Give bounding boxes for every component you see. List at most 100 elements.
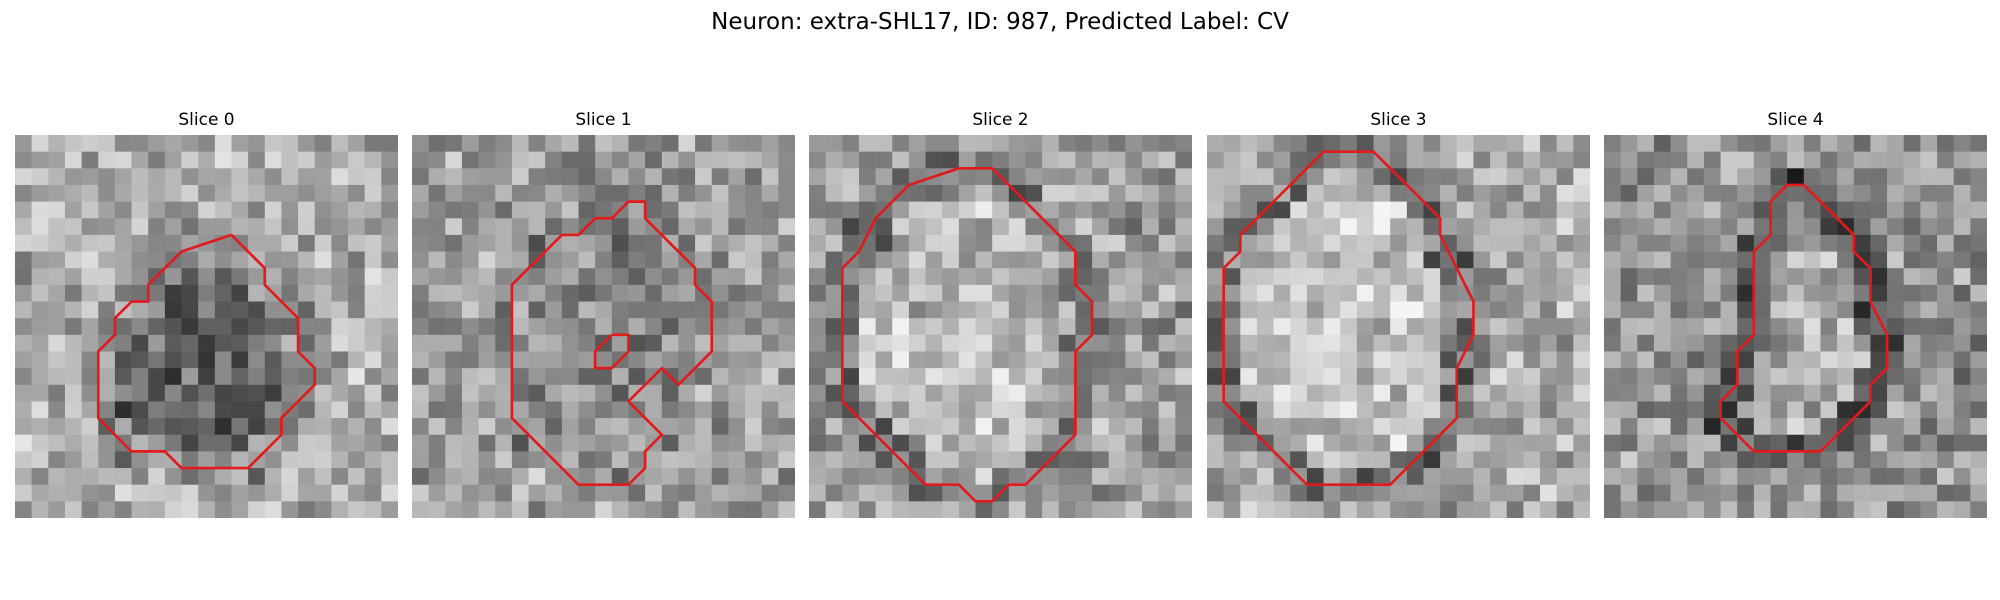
image-pixel [1175,151,1192,169]
image-pixel [114,201,132,219]
image-pixel [1787,234,1805,252]
image-pixel [1903,234,1921,252]
image-pixel [858,284,876,302]
image-pixel [1770,301,1788,319]
image-pixel [1207,368,1224,386]
image-pixel [678,418,696,436]
image-pixel [181,368,199,386]
image-pixel [1653,501,1671,518]
image-pixel [561,184,579,202]
image-pixel [248,151,266,169]
image-pixel [1142,418,1160,436]
image-pixel [1720,184,1738,202]
image-pixel [1506,284,1524,302]
image-pixel [1290,268,1308,286]
image-pixel [511,284,529,302]
image-pixel [48,484,66,502]
image-pixel [908,301,926,319]
image-pixel [1970,334,1987,352]
image-pixel [1340,434,1358,452]
image-pixel [98,351,116,369]
image-pixel [1092,468,1110,486]
image-pixel [248,218,266,236]
image-pixel [992,468,1010,486]
image-pixel [1042,368,1060,386]
image-pixel [1373,384,1391,402]
image-pixel [942,234,960,252]
image-pixel [131,501,149,518]
image-pixel [1058,401,1076,419]
image-pixel [1008,168,1026,186]
image-pixel [761,451,779,469]
image-pixel [1506,401,1524,419]
image-pixel [1753,184,1771,202]
image-pixel [1356,368,1374,386]
image-pixel [1820,318,1838,336]
image-pixel [1523,284,1541,302]
image-pixel [1753,301,1771,319]
image-pixel [628,184,646,202]
image-pixel [1256,184,1274,202]
image-pixel [528,318,546,336]
image-pixel [1604,301,1621,319]
image-pixel [1058,284,1076,302]
image-pixel [1903,368,1921,386]
image-pixel [1158,434,1176,452]
image-pixel [1506,168,1524,186]
image-pixel [908,418,926,436]
image-pixel [1490,351,1508,369]
image-pixel [478,434,496,452]
image-pixel [561,418,579,436]
image-pixel [1008,284,1026,302]
image-pixel [298,168,316,186]
image-pixel [942,184,960,202]
image-pixel [1787,151,1805,169]
image-pixel [1556,168,1574,186]
image-pixel [461,168,479,186]
image-pixel [181,168,199,186]
image-pixel [1256,468,1274,486]
image-pixel [412,501,429,518]
image-pixel [298,501,316,518]
image-pixel [264,418,282,436]
image-pixel [1256,234,1274,252]
image-pixel [561,334,579,352]
image-pixel [528,135,546,152]
image-pixel [1903,151,1921,169]
image-pixel [1720,501,1738,518]
image-pixel [1703,268,1721,286]
image-pixel [695,484,713,502]
image-pixel [1175,451,1192,469]
image-pixel [1440,151,1458,169]
image-pixel [1703,318,1721,336]
image-pixel [925,135,943,152]
image-pixel [1075,384,1093,402]
image-pixel [1340,151,1358,169]
image-pixel [1075,234,1093,252]
image-pixel [1887,135,1905,152]
image-pixel [745,151,763,169]
image-pixel [364,418,382,436]
image-pixel [778,251,795,269]
image-pixel [231,451,249,469]
image-pixel [264,318,282,336]
image-pixel [1092,451,1110,469]
image-pixel [1456,135,1474,152]
image-pixel [942,401,960,419]
image-pixel [1870,284,1888,302]
image-pixel [1753,151,1771,169]
image-pixel [264,218,282,236]
image-pixel [1887,334,1905,352]
image-pixel [1142,268,1160,286]
image-pixel [1108,151,1126,169]
image-pixel [281,334,299,352]
image-pixel [1523,501,1541,518]
image-pixel [992,384,1010,402]
image-pixel [1423,501,1441,518]
image-pixel [711,184,729,202]
image-pixel [15,434,32,452]
image-pixel [1473,151,1491,169]
image-pixel [942,251,960,269]
image-pixel [1953,135,1971,152]
image-pixel [1175,168,1192,186]
